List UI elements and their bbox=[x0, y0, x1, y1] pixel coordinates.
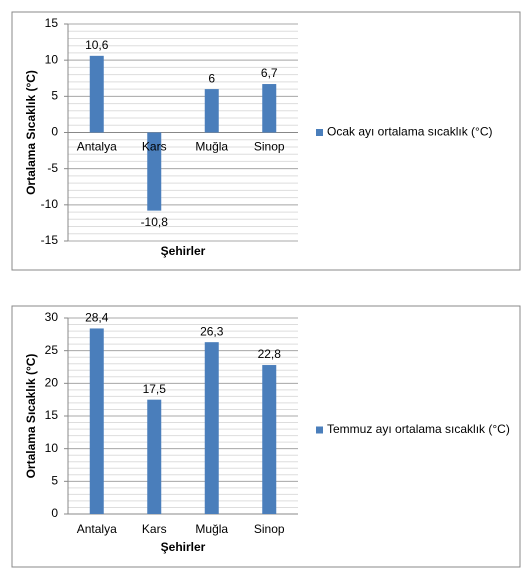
x-tick-label: Antalya bbox=[77, 140, 117, 154]
y-tick-label: 0 bbox=[51, 506, 58, 520]
data-label: 10,6 bbox=[85, 38, 109, 52]
y-tick-label: -15 bbox=[41, 233, 59, 247]
x-axis-title: Şehirler bbox=[161, 540, 206, 554]
y-tick-label: 5 bbox=[51, 89, 58, 103]
data-label: 6 bbox=[208, 71, 215, 85]
x-tick-label: Sinop bbox=[254, 140, 285, 154]
bar bbox=[262, 365, 277, 514]
legend-swatch bbox=[316, 426, 323, 434]
data-label: 6,7 bbox=[261, 66, 278, 80]
y-axis-title: Ortalama Sıcaklık (°C) bbox=[24, 70, 38, 195]
x-tick-label: Muğla bbox=[195, 140, 228, 154]
x-axis-title: Şehirler bbox=[161, 244, 206, 258]
bar bbox=[89, 55, 104, 133]
y-tick-label: 0 bbox=[51, 125, 58, 139]
bar bbox=[262, 84, 277, 133]
y-tick-label: -5 bbox=[47, 161, 58, 175]
bar bbox=[147, 132, 162, 211]
data-label: 26,3 bbox=[200, 324, 224, 338]
bar bbox=[204, 89, 219, 133]
x-tick-label: Kars bbox=[142, 140, 167, 154]
x-tick-label: Antalya bbox=[77, 522, 117, 536]
legend-label: Temmuz ayı ortalama sıcaklık (°C) bbox=[327, 422, 510, 436]
bar bbox=[147, 399, 162, 514]
x-tick-label: Sinop bbox=[254, 522, 285, 536]
y-tick-label: 25 bbox=[45, 343, 59, 357]
data-label: -10,8 bbox=[141, 215, 169, 229]
chart-frame bbox=[11, 305, 521, 568]
y-tick-label: 15 bbox=[45, 16, 59, 30]
y-tick-label: 30 bbox=[45, 310, 59, 324]
data-label: 28,4 bbox=[85, 311, 109, 325]
chart-frame bbox=[11, 11, 521, 271]
y-axis-title: Ortalama Sıcaklık (°C) bbox=[24, 354, 38, 479]
y-tick-label: 10 bbox=[45, 52, 59, 66]
y-tick-label: 5 bbox=[51, 474, 58, 488]
x-tick-label: Kars bbox=[142, 522, 167, 536]
bar bbox=[204, 342, 219, 514]
y-tick-label: 15 bbox=[45, 408, 59, 422]
y-tick-label: 20 bbox=[45, 376, 59, 390]
data-label: 17,5 bbox=[143, 382, 167, 396]
y-tick-label: -10 bbox=[41, 197, 59, 211]
data-label: 22,8 bbox=[258, 347, 282, 361]
x-tick-label: Muğla bbox=[195, 522, 228, 536]
y-tick-label: 10 bbox=[45, 441, 59, 455]
legend-label: Ocak ayı ortalama sıcaklık (°C) bbox=[327, 125, 493, 139]
bar bbox=[89, 328, 104, 514]
legend-swatch bbox=[316, 129, 323, 136]
